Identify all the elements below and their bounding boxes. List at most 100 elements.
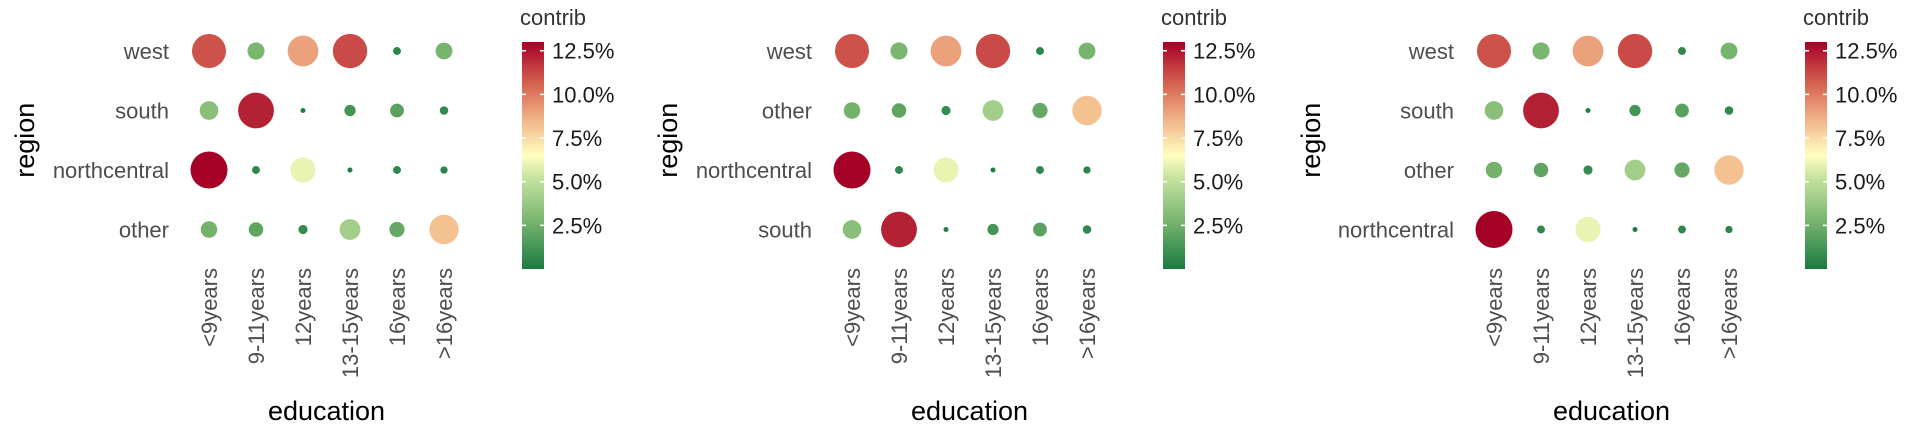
legend-tick-label: 7.5% (552, 126, 602, 151)
legend-tick-label: 5.0% (1193, 170, 1243, 195)
color-legend: contrib 2.5% 5.0% 7.5% 10.0% 12.5% (1161, 5, 1255, 269)
chart-panel-2: west other northcentral south <9years 9-11yea… (653, 5, 1255, 426)
balloon-point (1078, 42, 1096, 60)
x-tick-label: 9-11years (1529, 268, 1554, 364)
balloon-point (990, 167, 996, 173)
balloon-point (190, 151, 228, 189)
balloon-point (1537, 225, 1545, 234)
legend-tick-label: 5.0% (1835, 170, 1885, 195)
legend-tick-label: 2.5% (1193, 213, 1243, 238)
legend-title: contrib (1161, 5, 1227, 30)
balloon-point (842, 220, 862, 239)
balloon-point (1629, 104, 1641, 117)
legend-title: contrib (520, 5, 586, 30)
x-tick-label: 12years (934, 268, 959, 346)
x-tick-label: >16years (432, 268, 457, 359)
balloon-point (252, 166, 260, 174)
chart-panel-3: west south other northcentral <9years 9-11yea… (1296, 5, 1897, 426)
balloon-point (344, 104, 356, 117)
y-axis-title: region (10, 103, 40, 178)
balloon-point (300, 108, 306, 113)
balloon-point (1533, 162, 1549, 178)
y-axis-title: region (1296, 103, 1326, 178)
legend-colorbar (1163, 42, 1185, 269)
legend-tick-label: 12.5% (1193, 39, 1255, 64)
y-tick-label: west (1408, 39, 1454, 64)
y-tick-label: south (758, 218, 812, 243)
legend-tick-label: 12.5% (1835, 39, 1897, 64)
y-tick-label: south (1400, 99, 1454, 124)
legend-tick-label: 2.5% (1835, 213, 1885, 238)
balloon-point (298, 224, 308, 235)
x-tick-label: 13-15years (338, 268, 363, 378)
balloon-point (1575, 216, 1601, 243)
balloon-point (1674, 162, 1690, 178)
balloon-point (290, 157, 316, 183)
y-tick-label: other (762, 99, 812, 124)
legend-tick-label: 2.5% (552, 213, 602, 238)
y-tick-label: west (123, 39, 169, 64)
balloon-point (881, 211, 917, 248)
balloon-point (429, 214, 459, 245)
x-tick-label: 13-15years (1623, 268, 1648, 378)
balloon-point (248, 222, 264, 237)
legend-tick-label: 7.5% (1835, 126, 1885, 151)
balloon-point (247, 42, 265, 60)
balloon-point (891, 103, 907, 118)
chart-panel-1: west south northcentral other <9years 9-11yea… (10, 5, 614, 426)
x-tick-label: 16years (1028, 268, 1053, 346)
balloon-point (834, 33, 870, 69)
balloon-point (238, 92, 274, 129)
x-tick-label: 16years (385, 268, 410, 346)
legend-colorbar (522, 42, 544, 269)
x-tick-label: 13-15years (981, 268, 1006, 378)
balloon-point (943, 227, 949, 232)
balloon-point (933, 157, 959, 183)
y-axis-title: region (653, 103, 683, 178)
legend-tick-label: 5.0% (552, 170, 602, 195)
balloon-point (439, 106, 449, 115)
balloon-point (1720, 42, 1738, 60)
balloon-point (389, 221, 405, 238)
y-tick-label: other (119, 218, 169, 243)
balloon-point (1678, 225, 1686, 234)
x-tick-label: 12years (1576, 268, 1601, 346)
balloon-point (1072, 95, 1102, 126)
x-axis-title: education (1553, 396, 1670, 426)
balloon-point (1033, 222, 1047, 237)
x-tick-label: >16years (1717, 268, 1742, 359)
balloon-point (1675, 103, 1689, 118)
x-axis-title: education (268, 396, 385, 426)
x-tick-label: <9years (1482, 268, 1507, 347)
balloon-point (843, 102, 861, 119)
balloon-point (440, 166, 448, 174)
balloon-point (200, 221, 218, 238)
x-axis-title: education (911, 396, 1028, 426)
balloon-point (1036, 166, 1044, 174)
balloon-point (390, 103, 404, 118)
x-tick-label: 12years (291, 268, 316, 346)
balloon-point (339, 219, 361, 240)
y-tick-label: northcentral (696, 158, 812, 183)
x-tick-label: <9years (840, 268, 865, 347)
balloon-point (1617, 33, 1653, 69)
balloon-point (1678, 47, 1686, 55)
balloon-point (1476, 33, 1512, 69)
balloon-point (930, 35, 962, 67)
balloon-point (393, 166, 401, 174)
balloon-point (1583, 165, 1593, 175)
balloon-point (1725, 225, 1733, 234)
legend-tick-label: 10.0% (1193, 82, 1255, 107)
balloon-point (1036, 47, 1044, 55)
y-tick-label: other (1404, 158, 1454, 183)
color-legend: contrib 2.5% 5.0% 7.5% 10.0% 12.5% (520, 5, 614, 269)
balloon-point (1082, 225, 1092, 234)
balloon-point (1532, 42, 1550, 60)
balloon-point (1083, 166, 1091, 174)
legend-tick-label: 7.5% (1193, 126, 1243, 151)
x-tick-label: 9-11years (887, 268, 912, 364)
balloon-point (1032, 102, 1048, 119)
balloon-point (833, 151, 871, 189)
balloon-point (287, 35, 319, 67)
y-tick-label: northcentral (1338, 218, 1454, 243)
